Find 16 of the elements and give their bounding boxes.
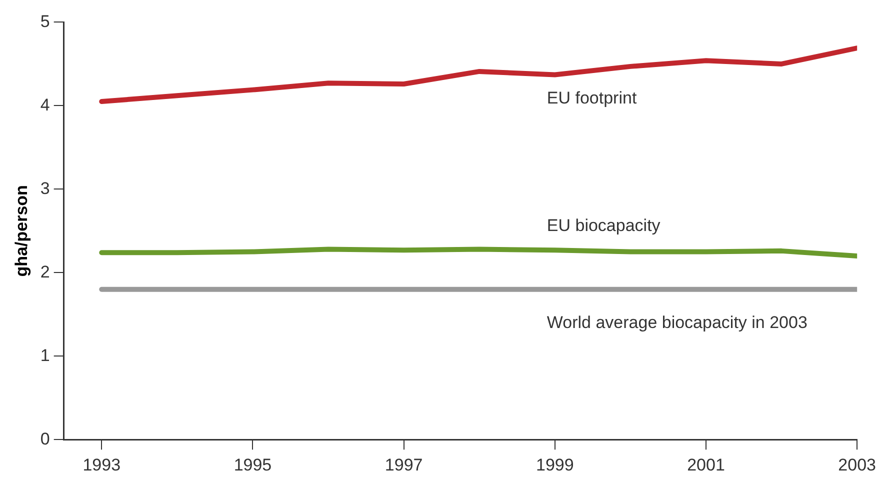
x-tick-label: 1995	[234, 455, 272, 474]
series-label: EU footprint	[546, 88, 637, 108]
x-tick-label: 1993	[82, 455, 121, 474]
y-tick-label: 4	[40, 95, 50, 114]
x-tick-label: 1999	[536, 455, 574, 474]
y-tick-label: 2	[40, 262, 50, 282]
y-tick-label: 5	[40, 12, 50, 31]
series-label: World average biocapacity in 2003	[546, 313, 808, 332]
y-tick-label: 1	[40, 346, 50, 365]
x-tick-label: 1997	[384, 455, 423, 474]
x-tick-label: 2001	[687, 455, 725, 474]
y-tick-label: 0	[40, 429, 50, 448]
y-axis-title: gha/person	[12, 185, 31, 277]
y-tick-label: 3	[40, 178, 50, 198]
x-tick-label: 2003	[838, 455, 876, 474]
series-label: EU biocapacity	[546, 216, 661, 235]
